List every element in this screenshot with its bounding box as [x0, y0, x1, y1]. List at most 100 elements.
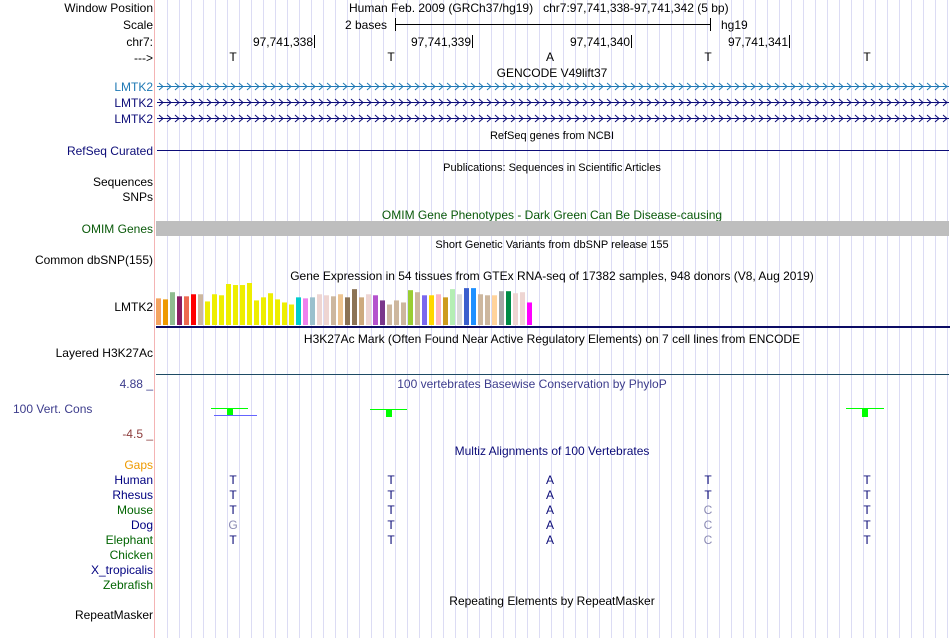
scale-bar [395, 18, 711, 31]
gtex-bar[interactable] [345, 297, 350, 325]
gtex-bar[interactable] [331, 296, 336, 325]
gtex-bar[interactable] [506, 291, 511, 325]
gtex-bar[interactable] [184, 296, 189, 325]
gtex-bar[interactable] [247, 283, 252, 325]
gtex-bar[interactable] [429, 295, 434, 325]
gtex-bar[interactable] [457, 294, 462, 325]
alignment-base: A [545, 518, 554, 532]
gtex-bar[interactable] [499, 291, 504, 325]
gtex-bar[interactable] [324, 295, 329, 325]
omim-label[interactable]: OMIM Genes [81, 222, 153, 236]
gtex-bar[interactable] [415, 292, 420, 325]
gtex-bar[interactable] [471, 288, 476, 325]
gtex-bar[interactable] [520, 292, 525, 325]
multiz-title[interactable]: Multiz Alignments of 100 Vertebrates [454, 444, 650, 458]
repeatmasker-label[interactable]: RepeatMasker [74, 608, 153, 622]
gtex-bar[interactable] [338, 294, 343, 325]
phylop-label[interactable]: 100 Vert. Cons [13, 402, 93, 416]
gencode-title[interactable]: GENCODE V49lift37 [496, 66, 608, 80]
refseq-label[interactable]: RefSeq Curated [66, 144, 153, 158]
species-label[interactable]: Elephant [105, 533, 153, 547]
repeatmasker-title[interactable]: Repeating Elements by RepeatMasker [449, 594, 655, 608]
gtex-bar[interactable] [261, 297, 266, 325]
gene-track-lmtk2[interactable] [157, 82, 949, 91]
label-separator [154, 0, 155, 638]
gene-track-lmtk2[interactable] [157, 114, 949, 123]
species-label[interactable]: Dog [130, 518, 153, 532]
gtex-bar[interactable] [387, 304, 392, 325]
gtex-bar[interactable] [289, 304, 294, 325]
species-label[interactable]: Zebrafish [102, 578, 153, 592]
species-label[interactable]: Chicken [109, 548, 153, 562]
gtex-bar[interactable] [212, 294, 217, 325]
gene-label[interactable]: LMTK2 [114, 96, 153, 110]
gtex-bar[interactable] [401, 302, 406, 325]
gene-track-lmtk2[interactable] [157, 98, 949, 107]
gtex-bar[interactable] [254, 300, 259, 325]
gtex-bar[interactable] [205, 301, 210, 325]
gtex-bar[interactable] [303, 298, 308, 325]
gtex-bar[interactable] [240, 285, 245, 325]
h3k27ac-label[interactable]: Layered H3K27Ac [55, 346, 153, 360]
alignment-base: T [387, 488, 395, 502]
gtex-bar[interactable] [359, 297, 364, 325]
gtex-bar[interactable] [170, 292, 175, 325]
species-label[interactable]: Human [114, 473, 153, 487]
gtex-bar[interactable] [443, 297, 448, 325]
gtex-bar[interactable] [198, 294, 203, 325]
gtex-bar-chart[interactable] [156, 283, 950, 328]
gtex-bar[interactable] [191, 294, 196, 325]
gtex-title[interactable]: Gene Expression in 54 tissues from GTEx … [290, 269, 814, 283]
gtex-bar[interactable] [268, 293, 273, 325]
gtex-bar[interactable] [310, 297, 315, 325]
refseq-line[interactable] [157, 150, 949, 151]
phylop-plot[interactable] [156, 400, 950, 420]
gtex-bar[interactable] [226, 284, 231, 325]
gtex-bar[interactable] [275, 299, 280, 325]
gtex-bar[interactable] [296, 297, 301, 325]
gtex-bar[interactable] [408, 290, 413, 325]
gtex-bar[interactable] [436, 294, 441, 325]
phylop-title[interactable]: 100 vertebrates Basewise Conservation by… [397, 377, 667, 391]
alignment-base: T [387, 503, 395, 517]
dbsnp-label[interactable]: Common dbSNP(155) [34, 253, 153, 267]
gene-label[interactable]: LMTK2 [114, 112, 153, 126]
gtex-bar[interactable] [233, 285, 238, 325]
gtex-bar[interactable] [177, 296, 182, 325]
gtex-bar[interactable] [317, 294, 322, 325]
gtex-bar[interactable] [366, 294, 371, 325]
gtex-bar[interactable] [527, 302, 532, 325]
alignment-base: T [863, 473, 871, 487]
omim-title[interactable]: OMIM Gene Phenotypes - Dark Green Can Be… [381, 208, 723, 222]
refseq-title[interactable]: RefSeq genes from NCBI [489, 130, 615, 142]
gtex-bar[interactable] [352, 289, 357, 325]
gtex-bar[interactable] [373, 295, 378, 325]
gtex-bar[interactable] [478, 294, 483, 325]
gtex-bar[interactable] [156, 298, 161, 325]
gtex-bar[interactable] [394, 300, 399, 325]
gene-label[interactable]: LMTK2 [114, 80, 153, 94]
gtex-bar[interactable] [450, 289, 455, 325]
gtex-bar[interactable] [464, 288, 469, 325]
gtex-bar[interactable] [380, 300, 385, 325]
gtex-bar[interactable] [219, 295, 224, 325]
snps-label[interactable]: SNPs [122, 190, 153, 204]
h3k27ac-title[interactable]: H3K27Ac Mark (Often Found Near Active Re… [303, 332, 801, 346]
omim-feature[interactable] [156, 221, 949, 236]
gtex-bar[interactable] [163, 299, 168, 325]
species-label[interactable]: X_tropicalis [90, 563, 153, 577]
base: T [704, 50, 712, 64]
gtex-bar[interactable] [422, 295, 427, 325]
gtex-bar[interactable] [282, 302, 287, 325]
dbsnp-title[interactable]: Short Genetic Variants from dbSNP releas… [435, 239, 669, 251]
gaps-label[interactable]: Gaps [124, 458, 153, 472]
gtex-bar[interactable] [513, 293, 518, 325]
gtex-bar[interactable] [492, 295, 497, 325]
publications-title[interactable]: Publications: Sequences in Scientific Ar… [443, 162, 661, 174]
gtex-label[interactable]: LMTK2 [114, 300, 153, 314]
gtex-bar[interactable] [485, 295, 490, 325]
phylop-mark [846, 408, 884, 417]
species-label[interactable]: Mouse [116, 503, 153, 517]
species-label[interactable]: Rhesus [112, 488, 153, 502]
sequences-label[interactable]: Sequences [92, 175, 153, 189]
